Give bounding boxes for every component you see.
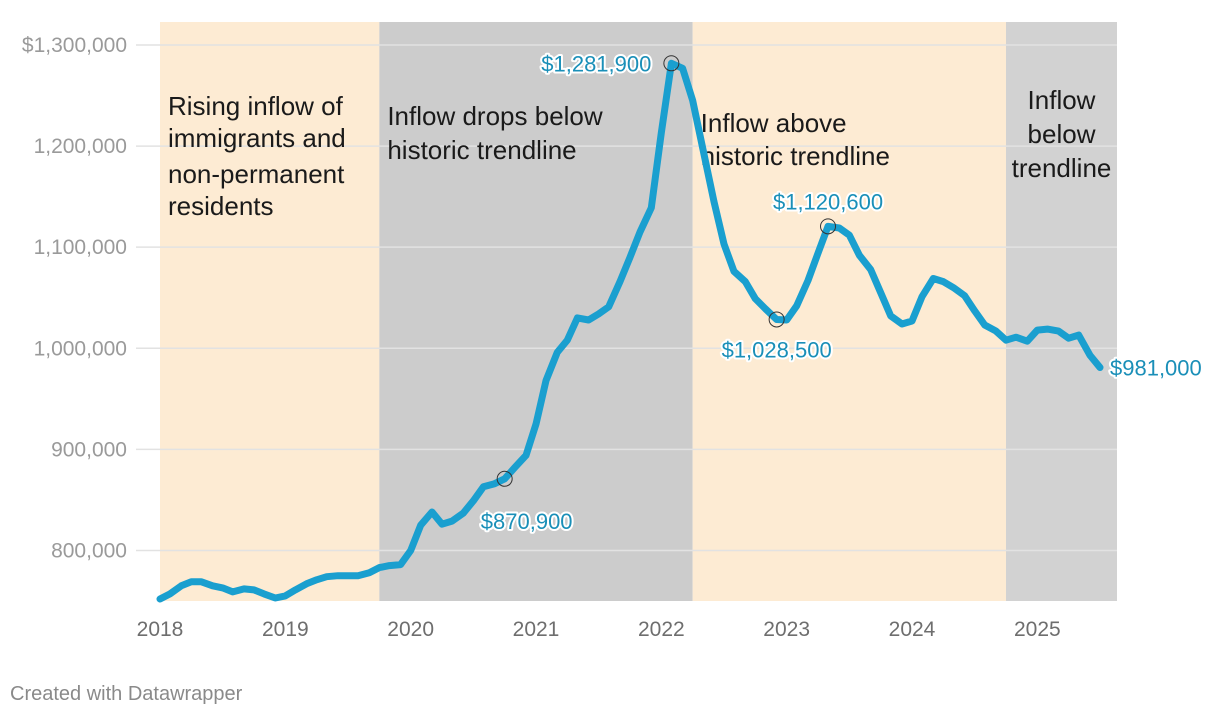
- band-label-line: Inflow drops below: [387, 101, 603, 131]
- band-label-line: residents: [168, 191, 274, 221]
- line-chart: $1,300,000 1,200,000 1,100,000 1,000,000 900…: [22, 22, 1204, 641]
- band-label-line: below: [1028, 119, 1096, 149]
- band-label-line: trendline: [1012, 153, 1112, 183]
- band-2: [379, 22, 693, 601]
- gridlines: [136, 44, 1117, 552]
- band-label-line: Inflow above: [701, 108, 847, 138]
- x-axis-ticks: 2018 2019 2020 2021 2022 2023 2024 2025: [137, 618, 1061, 641]
- band-label-line: Rising inflow of: [168, 91, 344, 121]
- band-label-line: historic trendline: [701, 141, 890, 171]
- annotation-label: $870,900: [481, 509, 573, 534]
- annotation-marker: [663, 55, 680, 72]
- x-tick-label: 2021: [513, 618, 560, 641]
- band-1: [160, 22, 380, 601]
- period-bands: [160, 22, 1117, 601]
- band-label-line: historic trendline: [387, 135, 576, 165]
- datawrapper-credit: Created with Datawrapper: [10, 683, 243, 705]
- y-tick-label: 1,100,000: [34, 236, 127, 259]
- y-tick-label: 900,000: [51, 438, 127, 461]
- annotation-marker: [496, 470, 513, 487]
- annotation-label: $1,028,500: [722, 337, 832, 362]
- y-tick-label: 1,200,000: [34, 135, 127, 158]
- x-tick-label: 2020: [387, 618, 434, 641]
- x-tick-label: 2022: [638, 618, 685, 641]
- band-label-line: non-permanent: [168, 159, 345, 189]
- annotation-marker: [820, 218, 837, 235]
- y-tick-label: 800,000: [51, 539, 127, 562]
- y-tick-label: $1,300,000: [22, 34, 127, 57]
- annotations: $1,281,900 $1,120,600 $1,028,500 $870,900 $9…: [479, 49, 1204, 535]
- annotation-label: $1,281,900: [541, 51, 651, 76]
- y-axis-ticks: $1,300,000 1,200,000 1,100,000 1,000,000 900…: [22, 34, 127, 562]
- series-lines: [156, 59, 1104, 603]
- band-label-line: Inflow: [1028, 85, 1096, 115]
- band-label-line: immigrants and: [168, 123, 346, 153]
- band-3: [692, 22, 1006, 601]
- x-tick-label: 2019: [262, 618, 309, 641]
- annotation-label: $981,000: [1110, 355, 1202, 380]
- y-tick-label: 1,000,000: [34, 337, 127, 360]
- annotation-marker: [768, 311, 785, 328]
- band-4: [1006, 22, 1117, 601]
- x-tick-label: 2023: [763, 618, 810, 641]
- series-line-1: [156, 59, 1104, 603]
- x-tick-label: 2018: [137, 618, 184, 641]
- x-tick-label: 2025: [1014, 618, 1061, 641]
- annotation-label: $1,120,600: [773, 189, 883, 214]
- x-tick-label: 2024: [889, 618, 936, 641]
